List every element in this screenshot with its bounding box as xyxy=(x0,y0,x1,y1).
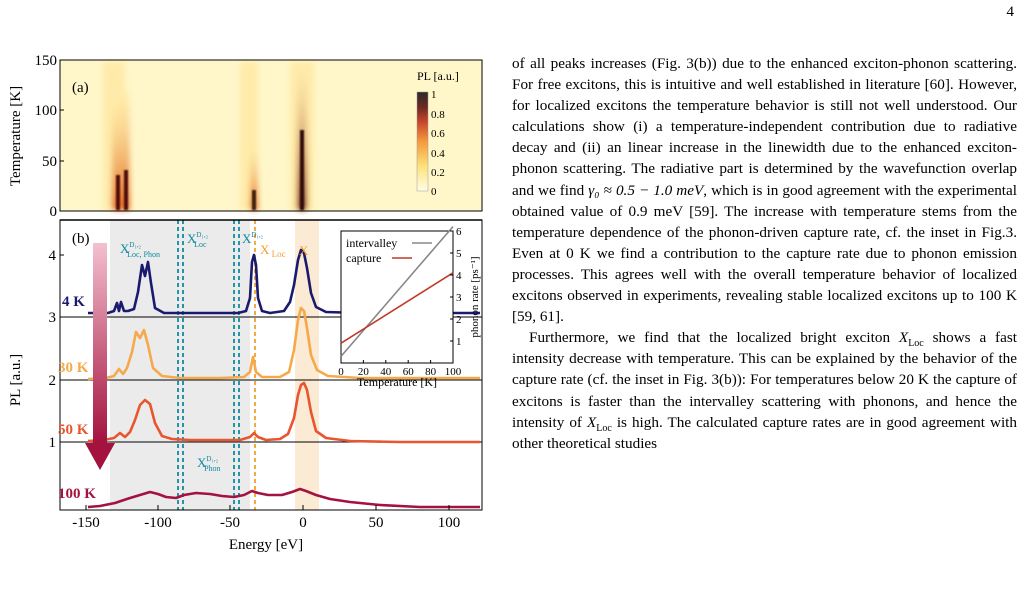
legend-intervalley: intervalley xyxy=(346,236,397,250)
inset-xticks: 0 20 40 60 80 100 xyxy=(338,360,462,378)
figure-3: 0 50 100 150 Temperature [K] (a) PL [a.u… xyxy=(8,53,483,553)
colorbar-tick: 0.8 xyxy=(431,109,445,121)
colorbar-scale xyxy=(416,91,429,192)
inset-xtick-label: 100 xyxy=(445,366,462,378)
inset-ytick-label: 3 xyxy=(456,292,462,304)
spectrum-100k xyxy=(87,487,480,509)
inset-ytick-label: 1 xyxy=(456,336,462,348)
colorbar-tick: 0.6 xyxy=(431,128,445,140)
spectrum-30k xyxy=(87,306,480,381)
xtick-label: 50 xyxy=(369,515,384,531)
ytick-label: 0 xyxy=(50,204,58,220)
ytick-label: 50 xyxy=(42,154,57,170)
colorbar-tick: 1 xyxy=(431,89,437,101)
inset-xtick-label: 0 xyxy=(338,366,344,378)
xtick-label: -100 xyxy=(144,515,172,531)
page-number: 4 xyxy=(1006,4,1015,20)
xtick-label: -150 xyxy=(72,515,100,531)
colorbar: PL [a.u.] 0 0.2 0.4 0.6 0.8 1 xyxy=(416,69,459,198)
inset-chart: 0 20 40 60 80 100 1 2 3 4 5 6 Temperature [K] phon… xyxy=(338,226,481,389)
xtick-label: -50 xyxy=(220,515,240,531)
spectrum-50k xyxy=(87,381,480,444)
panel-b-label: (b) xyxy=(72,231,90,247)
inset-yticks: 1 2 3 4 5 6 xyxy=(450,226,462,348)
body-text: of all peaks increases (Fig. 3(b)) due t… xyxy=(512,53,1017,454)
inset-ytick-label: 2 xyxy=(456,314,462,326)
panel-b-ylabel: PL [a.u.] xyxy=(8,354,24,406)
ytick-label: 100 xyxy=(35,103,58,119)
temperature-labels: 4 K 30 K 50 K 100 K xyxy=(58,294,96,502)
label-30k: 30 K xyxy=(58,360,89,376)
colorbar-title: PL [a.u.] xyxy=(417,69,459,83)
panel-a-frame xyxy=(59,59,483,212)
xtick-label: 100 xyxy=(438,515,461,531)
paragraph-2: Furthermore, we find that the localized … xyxy=(512,329,1017,452)
dashed-markers xyxy=(177,220,256,510)
ytick-label: 150 xyxy=(35,53,58,69)
panel-a-yticks xyxy=(60,59,64,212)
label-50k: 50 K xyxy=(58,422,89,438)
inset-legend: intervalley capture xyxy=(346,236,432,265)
heatmap-haze xyxy=(60,60,482,211)
inset-ytick-label: 5 xyxy=(456,248,462,260)
label-4k: 4 K xyxy=(62,294,85,310)
colorbar-ticks: 0 0.2 0.4 0.6 0.8 1 xyxy=(431,89,445,198)
colorbar-tick: 0.2 xyxy=(431,167,445,179)
peak-label-loc-phon: XD₁,₂ Loc, Phon xyxy=(120,241,160,259)
inset-line-intervalley xyxy=(340,226,454,357)
inset-ylabel: phonon rate [ps⁻¹] xyxy=(469,256,481,337)
peak-label-loc: X Loc xyxy=(260,242,286,259)
inset-xlabel: Temperature [K] xyxy=(357,375,437,389)
peak-label-d: XD₁,₂ xyxy=(242,231,264,246)
ytick-label: 1 xyxy=(49,435,57,451)
inset-xtick-label: 60 xyxy=(403,366,415,378)
shaded-region-phon xyxy=(110,220,250,510)
peak-label-loc-d: XD₁,₂ Loc xyxy=(187,231,209,249)
panel-b-xticks xyxy=(60,254,450,510)
inset-ytick-label: 4 xyxy=(456,270,462,282)
heatmap-background xyxy=(60,60,482,211)
inset-line-capture xyxy=(340,272,454,344)
colorbar-tick: 0 xyxy=(431,186,437,198)
legend-capture: capture xyxy=(346,251,381,265)
panel-b: -150 -100 -50 0 50 100 1 2 3 4 Energy [e… xyxy=(8,219,483,553)
inset-series xyxy=(340,226,454,357)
inset-xtick-label: 20 xyxy=(358,366,370,378)
ytick-label: 4 xyxy=(49,248,57,264)
panel-b-xlabel: Energy [eV] xyxy=(229,537,303,553)
panel-a-ylabel: Temperature [K] xyxy=(8,86,24,186)
colorbar-tick: 0.4 xyxy=(431,148,445,160)
label-100k: 100 K xyxy=(58,486,96,502)
panel-b-xtick-labels: -150 -100 -50 0 50 100 xyxy=(72,515,460,531)
spectrum-4k xyxy=(88,248,480,315)
inset-xtick-label: 80 xyxy=(425,366,437,378)
peak-labels: XD₁,₂ Loc, Phon XD₁,₂ Loc XD₁,₂ X Loc X XD… xyxy=(120,231,309,473)
peak-label-x: X xyxy=(299,243,309,258)
panel-a-label: (a) xyxy=(72,80,89,96)
temperature-arrow xyxy=(85,243,115,470)
ytick-label: 2 xyxy=(49,373,57,389)
inset-ytick-label: 6 xyxy=(456,226,462,238)
inset-frame xyxy=(340,230,454,364)
heatmap-cores xyxy=(116,130,304,210)
paragraph-1: of all peaks increases (Fig. 3(b)) due t… xyxy=(512,55,1017,326)
inset-xtick-label: 40 xyxy=(380,366,392,378)
peak-label-phon: XD₁,₂ Phon xyxy=(197,455,221,473)
panel-a: 0 50 100 150 Temperature [K] (a) PL [a.u… xyxy=(8,53,483,220)
panel-a-ytick-labels: 0 50 100 150 xyxy=(35,53,58,220)
ytick-label: 3 xyxy=(49,310,57,326)
panel-b-ytick-labels: 1 2 3 4 xyxy=(49,248,57,451)
xtick-label: 0 xyxy=(299,515,307,531)
